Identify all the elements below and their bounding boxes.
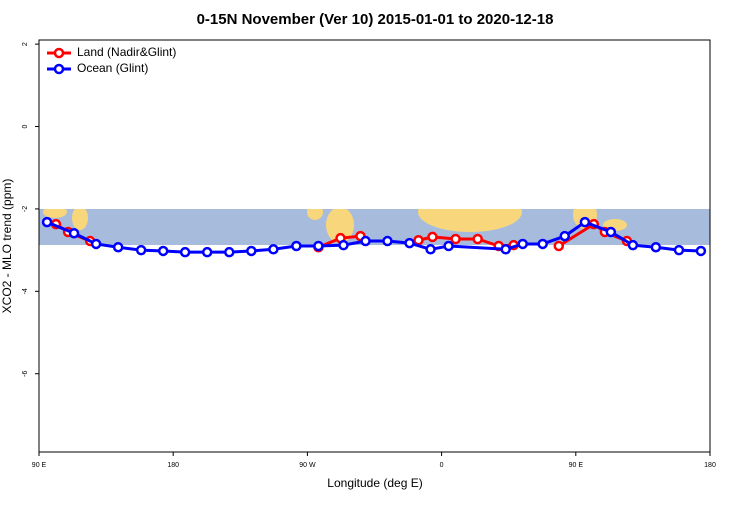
- legend-marker: [53, 47, 65, 59]
- data-point: [605, 226, 617, 238]
- data-point: [41, 216, 53, 228]
- data-point: [112, 241, 124, 253]
- y-tick-label: 0: [22, 124, 29, 128]
- y-tick-label: -4: [22, 288, 29, 294]
- plot-frame: [38, 39, 711, 453]
- x-tick-label: 180: [167, 462, 179, 469]
- data-point: [500, 244, 511, 255]
- x-tick-label: 0: [440, 462, 444, 469]
- data-point: [413, 234, 424, 246]
- data-point: [517, 238, 528, 250]
- data-point: [472, 233, 483, 245]
- data-point: [201, 246, 213, 258]
- map-background: [39, 209, 710, 245]
- data-point: [537, 238, 548, 250]
- data-point: [135, 244, 147, 256]
- data-point: [650, 241, 662, 253]
- x-tick-label: 180: [704, 462, 716, 469]
- legend-label: Land (Nadir&Glint): [77, 45, 176, 59]
- data-point: [246, 245, 257, 257]
- data-point: [224, 246, 235, 258]
- data-point: [360, 235, 371, 247]
- data-point: [291, 240, 302, 252]
- y-tick-label: -2: [22, 206, 29, 212]
- y-axis-label: XCO2 - MLO trend (ppm): [0, 179, 14, 314]
- data-point: [90, 238, 102, 250]
- data-point: [313, 240, 324, 252]
- data-point: [450, 233, 461, 245]
- legend-label: Ocean (Glint): [77, 61, 148, 75]
- data-point: [382, 235, 393, 247]
- y-tick-label: 2: [22, 42, 29, 46]
- data-point: [695, 245, 707, 257]
- data-point: [157, 245, 169, 257]
- x-tick-label: 90 E: [569, 462, 584, 469]
- y-tick-label: -6: [22, 371, 29, 377]
- data-point: [68, 227, 80, 239]
- data-point: [179, 246, 191, 258]
- x-tick-label: 90 E: [32, 462, 47, 469]
- data-point: [425, 244, 436, 255]
- legend-marker: [53, 63, 65, 75]
- data-point: [579, 216, 591, 228]
- data-point: [404, 237, 415, 249]
- data-point: [553, 240, 565, 252]
- data-point: [627, 239, 639, 251]
- data-point: [673, 244, 685, 256]
- data-point: [338, 239, 349, 251]
- x-axis-label: Longitude (deg E): [327, 476, 422, 490]
- data-point: [443, 240, 454, 252]
- data-point: [427, 231, 438, 243]
- x-tick-label: 90 W: [299, 462, 316, 469]
- data-point: [268, 244, 279, 255]
- data-point: [559, 230, 571, 242]
- chart-title: 0-15N November (Ver 10) 2015-01-01 to 20…: [197, 11, 554, 28]
